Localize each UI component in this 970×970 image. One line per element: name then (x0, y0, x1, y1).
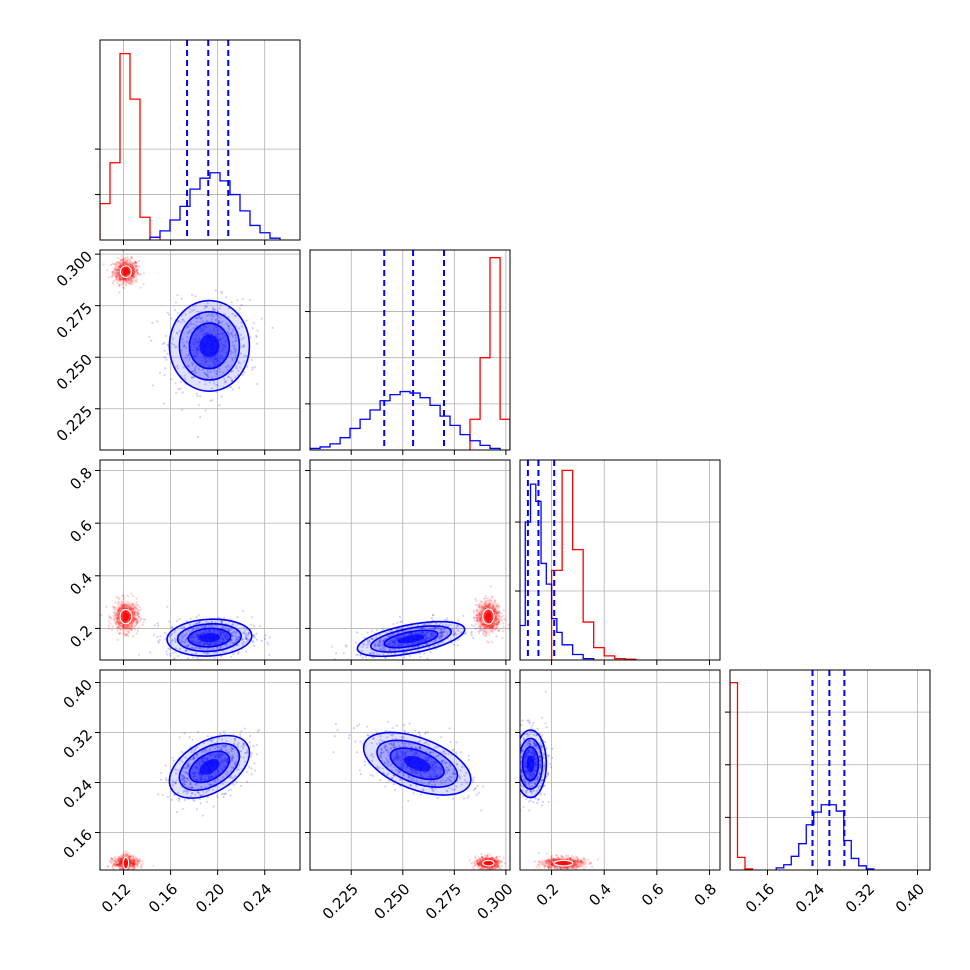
blue-histogram-1 (310, 390, 501, 450)
blue-contour (187, 627, 232, 648)
red-histogram-0 (100, 52, 161, 240)
scatter-panel-3-1 (309, 669, 511, 871)
blue-density-level (526, 755, 535, 773)
scatter-panel-2-0 (99, 459, 301, 661)
x-tick-label: 0.275 (422, 880, 465, 923)
blue-density-level (397, 634, 425, 644)
x-tick-label: 0.24 (239, 880, 275, 916)
panel-frame (729, 669, 931, 871)
red-density-level (122, 268, 129, 275)
red-contour (122, 856, 130, 870)
blue-contour (362, 731, 472, 796)
panel-frame (99, 669, 301, 871)
panel-frame (309, 249, 511, 451)
y-tick-label: 0.300 (53, 247, 96, 290)
scatter-panel-1-0 (99, 249, 301, 451)
scatter-panel-3-0 (99, 669, 301, 871)
blue-density-level (199, 334, 220, 358)
scatter-panel-2-1 (309, 459, 511, 661)
x-tick-label: 0.225 (319, 880, 362, 923)
blue-contour (520, 737, 544, 790)
blue-histogram-0 (149, 172, 281, 240)
panel-frame (99, 459, 301, 661)
x-tick-label: 0.2 (533, 880, 563, 910)
x-tick-label: 0.4 (585, 880, 615, 910)
blue-contour (166, 618, 253, 657)
red-density-level (122, 612, 130, 621)
blue-histogram-3 (775, 804, 875, 870)
red-contour (119, 608, 133, 625)
x-tick-label: 0.250 (370, 880, 413, 923)
x-tick-label: 0.16 (742, 880, 778, 916)
blue-contour (356, 620, 466, 658)
x-tick-label: 0.300 (474, 880, 517, 923)
diag-panel-1 (305, 249, 511, 451)
blue-histogram-2 (520, 483, 595, 660)
x-tick-label: 0.24 (792, 880, 828, 916)
blue-contour (178, 311, 241, 381)
panel-frame (309, 669, 511, 871)
red-contour (553, 859, 574, 867)
panel-frame (99, 249, 301, 451)
red-histogram-3 (730, 681, 754, 870)
x-tick-label: 0.12 (98, 880, 134, 916)
blue-contour (178, 742, 241, 792)
panel-frame (309, 459, 511, 661)
diag-panel-3 (725, 669, 931, 871)
red-contour (119, 265, 133, 279)
blue-contour (168, 734, 251, 799)
red-histogram-2 (550, 469, 637, 660)
x-tick-label: 0.40 (892, 880, 928, 916)
blue-contour (188, 750, 231, 784)
diag-panel-0 (95, 39, 301, 241)
panel-frame (99, 39, 301, 241)
red-density-level (124, 859, 128, 867)
red-density-level (485, 612, 492, 621)
y-tick-label: 0.225 (53, 402, 96, 445)
blue-density-level (199, 759, 220, 775)
x-tick-label: 0.20 (192, 880, 228, 916)
diag-panel-2 (515, 459, 721, 661)
blue-contour (176, 623, 242, 653)
blue-contour (376, 739, 459, 788)
blue-contour (520, 729, 548, 799)
y-tick-label: 0.40 (60, 676, 96, 712)
blue-contour (521, 746, 540, 782)
y-tick-label: 0.32 (60, 726, 96, 762)
blue-contour (168, 299, 251, 393)
red-histogram-1 (469, 257, 510, 450)
blue-density-level (198, 633, 220, 643)
panel-frame (519, 669, 721, 871)
panel-frame (519, 459, 721, 661)
scatter-panel-3-2 (519, 669, 721, 871)
y-tick-label: 0.24 (60, 776, 96, 812)
red-density-level (485, 861, 492, 865)
y-tick-label: 0.6 (66, 516, 96, 546)
y-tick-label: 0.275 (53, 299, 96, 342)
blue-contour (188, 322, 231, 370)
red-density-level (558, 861, 569, 865)
y-tick-label: 0.2 (66, 622, 96, 652)
x-tick-label: 0.8 (691, 880, 721, 910)
y-tick-label: 0.4 (66, 569, 96, 599)
red-contour (482, 608, 495, 625)
y-tick-label: 0.8 (66, 464, 96, 494)
x-tick-label: 0.32 (842, 880, 878, 916)
blue-contour (389, 747, 445, 781)
y-tick-label: 0.250 (53, 351, 96, 394)
red-contour (482, 859, 495, 867)
x-tick-label: 0.6 (638, 880, 668, 910)
x-tick-label: 0.16 (145, 880, 181, 916)
y-tick-label: 0.16 (60, 826, 96, 862)
blue-contour (370, 625, 453, 653)
blue-contour (383, 629, 439, 649)
